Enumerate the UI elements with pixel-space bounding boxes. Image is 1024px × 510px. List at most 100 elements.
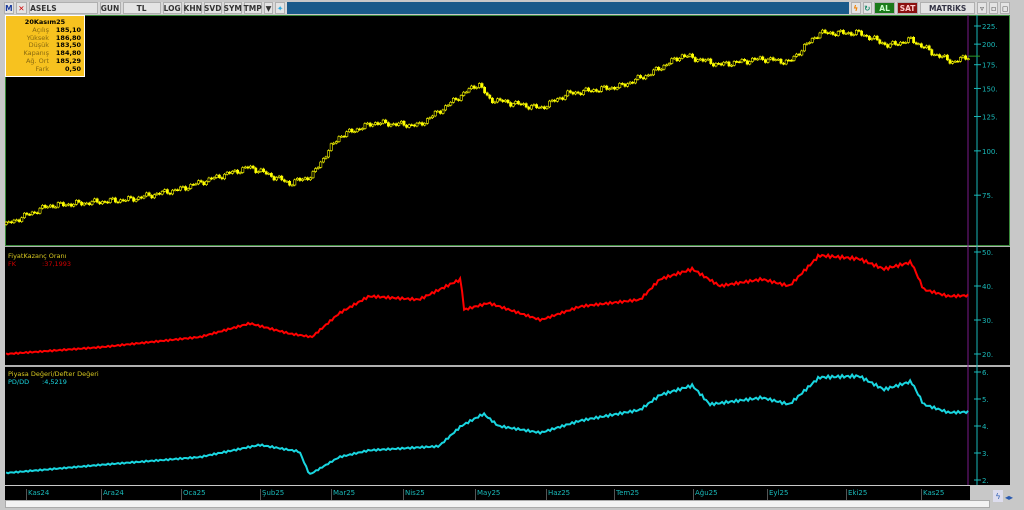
candle <box>654 67 658 71</box>
candle <box>361 128 364 130</box>
candle <box>735 61 739 63</box>
candle <box>358 128 362 131</box>
pe-title: FiyatKazanç Oranı <box>8 252 67 260</box>
menu-dropdown-icon[interactable]: ▼ <box>263 2 274 14</box>
flag-icon[interactable]: ✕ <box>15 2 28 14</box>
candle <box>80 201 84 206</box>
candle <box>264 171 268 175</box>
candle <box>238 172 242 174</box>
candle <box>891 41 895 45</box>
candle <box>875 35 879 41</box>
pe-legend: FK:37,1993 <box>8 260 71 268</box>
brand-label: MATRiKS <box>920 2 976 14</box>
candle <box>709 58 713 64</box>
candle <box>894 41 897 45</box>
candle <box>610 87 614 90</box>
y-axis-label: 2. <box>982 477 989 485</box>
y-axis-label: 125. <box>982 114 998 122</box>
symbol-field[interactable]: ASELS <box>29 2 98 14</box>
minimize-icon[interactable]: ▿ <box>977 2 987 14</box>
candle <box>197 180 201 185</box>
candle <box>701 58 705 62</box>
candle <box>818 32 822 39</box>
candle <box>259 168 263 172</box>
candle <box>64 204 68 207</box>
candle <box>85 202 89 205</box>
candle <box>137 196 141 200</box>
candle <box>566 90 570 97</box>
candle <box>623 83 627 87</box>
candle <box>631 81 635 84</box>
candle <box>431 115 435 119</box>
candle <box>647 74 650 77</box>
candle <box>475 87 479 89</box>
candle <box>402 120 406 126</box>
candle <box>966 58 970 61</box>
chart-svg[interactable]: 75. 100. 125. 150. 175. 200. 225. 20. 30. 40. 50. 2… <box>5 15 1010 485</box>
candle <box>657 67 661 71</box>
chart-area[interactable]: 75. 100. 125. 150. 175. 200. 225. 20. 30. 40. 50. 2… <box>5 15 1010 485</box>
khn-button[interactable]: KHN <box>183 2 202 14</box>
candle <box>319 161 323 168</box>
twitter-icon[interactable]: ✦ <box>275 2 285 14</box>
candle <box>738 61 741 64</box>
candle <box>280 175 284 181</box>
candle <box>106 201 110 204</box>
log-button[interactable]: LOG <box>162 2 182 14</box>
candle <box>914 42 918 45</box>
candle <box>696 59 700 62</box>
info-value: 185,10 <box>55 26 81 34</box>
candle <box>342 135 346 138</box>
restore-icon[interactable]: ▫ <box>988 2 999 14</box>
close-icon[interactable]: ◻ <box>1000 2 1010 14</box>
candle <box>7 221 11 224</box>
lightning-icon[interactable]: ϟ <box>850 2 861 14</box>
candle <box>38 207 42 214</box>
candle <box>454 97 458 100</box>
buy-button[interactable]: AL <box>874 2 896 14</box>
candle <box>688 53 692 57</box>
svd-button[interactable]: SVD <box>203 2 222 14</box>
candle <box>537 107 541 109</box>
pb-title: Piyasa Değeri/Defter Değeri <box>8 370 99 378</box>
candle <box>12 219 16 224</box>
candle <box>782 62 786 65</box>
candle <box>59 202 63 204</box>
candle <box>212 177 216 180</box>
candle <box>205 181 208 185</box>
horizontal-scrollbar[interactable] <box>5 500 990 508</box>
currency-button[interactable]: TL <box>122 2 161 14</box>
period-button[interactable]: GUN <box>99 2 121 14</box>
candle <box>51 204 55 208</box>
candle <box>641 77 645 80</box>
sym-button[interactable]: SYM <box>223 2 242 14</box>
candle <box>907 37 910 43</box>
zoom-toggle-icon[interactable]: ϟ <box>993 490 1003 502</box>
date-axis-label: May25 <box>475 489 500 500</box>
scroll-arrows-icon[interactable]: ◂▸ <box>1004 492 1014 502</box>
candle <box>493 101 497 104</box>
candle <box>171 189 175 195</box>
candle <box>592 89 596 92</box>
candle <box>491 97 494 104</box>
info-value: 185,29 <box>55 56 81 65</box>
candle <box>792 56 796 61</box>
candle <box>600 86 604 92</box>
logo[interactable]: M <box>4 2 14 14</box>
candle <box>17 219 21 222</box>
candle <box>62 202 65 207</box>
refresh-icon[interactable]: ↻ <box>862 2 873 14</box>
candle <box>309 177 312 181</box>
date-axis-label: Eki25 <box>846 489 867 500</box>
candle <box>236 169 240 174</box>
info-label: Kapanış <box>23 49 49 58</box>
candle <box>36 212 39 215</box>
candle <box>740 59 744 63</box>
date-axis-label: Oca25 <box>181 489 206 500</box>
tmp-button[interactable]: TMP <box>243 2 262 14</box>
candle <box>220 177 224 180</box>
main-panel-frame <box>5 15 1010 246</box>
sell-button[interactable]: SAT <box>897 2 919 14</box>
candle <box>394 123 398 126</box>
candle <box>56 202 60 208</box>
